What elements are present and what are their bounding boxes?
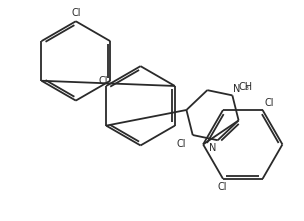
Text: Cl: Cl bbox=[98, 76, 108, 86]
Text: 3: 3 bbox=[245, 86, 249, 91]
Text: Cl: Cl bbox=[177, 139, 186, 149]
Text: CH: CH bbox=[238, 82, 252, 92]
Text: Cl: Cl bbox=[217, 182, 227, 192]
Text: Cl: Cl bbox=[265, 98, 274, 108]
Text: Cl: Cl bbox=[71, 8, 81, 18]
Text: N: N bbox=[233, 84, 241, 94]
Text: N: N bbox=[209, 143, 217, 153]
